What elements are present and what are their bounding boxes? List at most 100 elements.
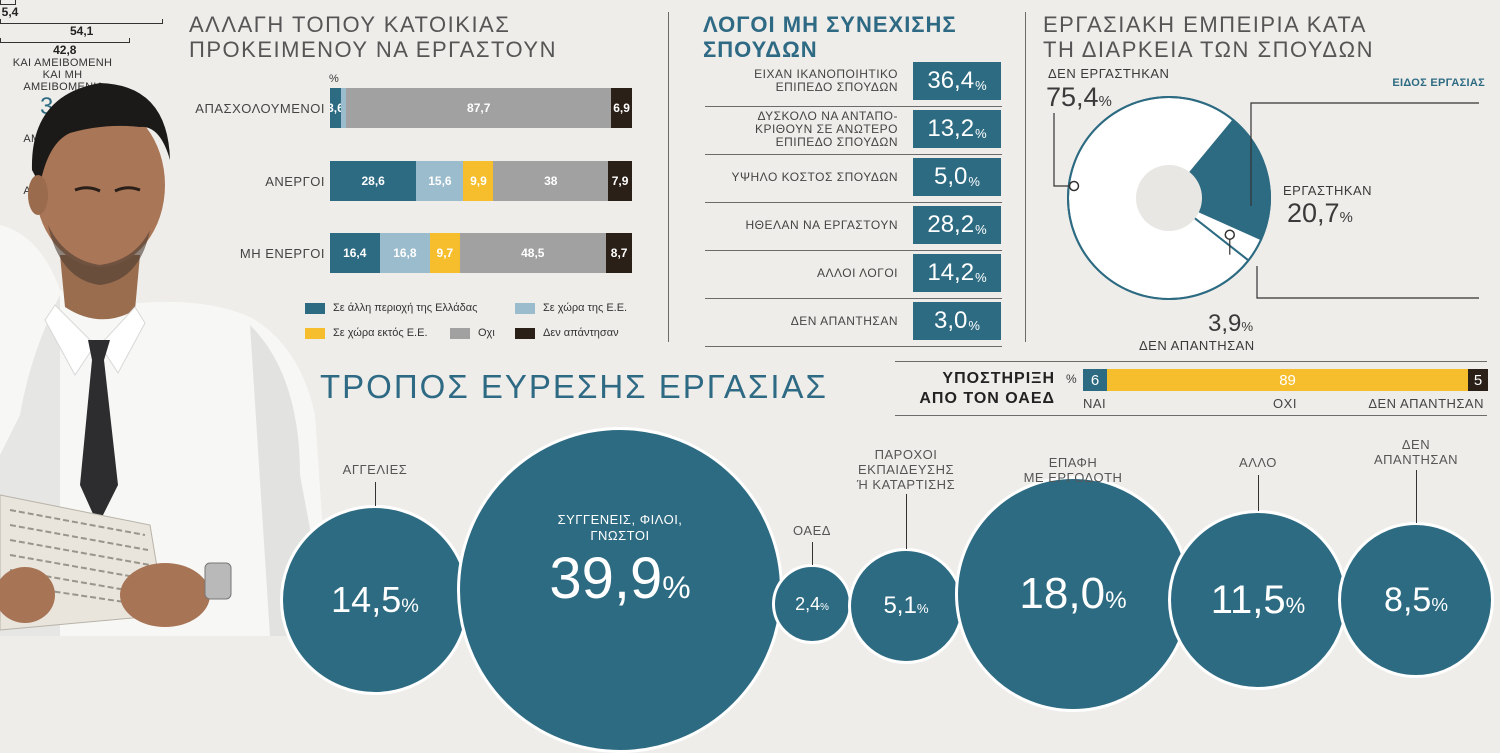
pct-sign: % (1431, 594, 1448, 615)
bubble-category-label: ΑΓΓΕΛΙΕΣ (342, 462, 408, 477)
reason-label: ΥΨΗΛΟ ΚΟΣΤΟΣ ΣΠΟΥΔΩΝ (731, 169, 898, 184)
pct-sign: % (975, 77, 987, 93)
relocation-title-line1: ΑΛΛΑΓΗ ΤΟΠΟΥ ΚΑΤΟΙΚΙΑΣ (189, 12, 511, 37)
job-search-bubble: ΣΥΓΓΕΝΕΙΣ, ΦΙΛΟΙ, ΓΝΩΣΤΟΙ 39,9% (457, 427, 783, 753)
support-segment-value: 6 (1090, 371, 1100, 389)
bubble-category-label: ΠΑΡΟΧΟΙ ΕΚΠΑΙΔΕΥΣΗΣ Ή ΚΑΤΑΡΤΙΣΗΣ (856, 447, 956, 492)
experience-title-line1: ΕΡΓΑΣΙΑΚΗ ΕΜΠΕΙΡΙΑ ΚΑΤΑ (1043, 12, 1367, 37)
reason-rule (705, 346, 1002, 347)
bubble-category-label: ΟΑΕΔ (793, 523, 831, 538)
reason-value-box: 36,4% (913, 62, 1001, 100)
reason-value: 3,0 (934, 307, 968, 334)
job-search-bubble: 18,0% (955, 476, 1191, 712)
bar-segment-value: 38 (544, 174, 558, 188)
job-search-bubble: 2,4% (772, 564, 852, 644)
bar-segment (340, 88, 347, 128)
support-title: ΥΠΟΣΤΗΡΙΞΗ ΑΠΟ ΤΟΝ ΟΑΕΔ (898, 369, 1055, 409)
pct-sign: % (1105, 587, 1127, 614)
pie-label-not-worked: ΔΕΝ ΕΡΓΑΣΤΗΚΑΝ (1048, 66, 1170, 81)
bar-segment: 28,6 (330, 161, 417, 201)
pct-sign: % (1285, 593, 1306, 618)
support-segment-value: 5 (1473, 371, 1483, 389)
reason-label: ΔΥΣΚΟΛΟ ΝΑ ΑΝΤΑΠΟ- ΚΡΙΘΟΥΝ ΣΕ ΑΝΩΤΕΡΟ ΕΠ… (754, 108, 898, 149)
legend-swatch (305, 302, 325, 314)
pie-value-worked: 20,7% (1287, 198, 1353, 229)
job-search-title: ΤΡΟΠΟΣ ΕΥΡΕΣΗΣ ΕΡΓΑΣΙΑΣ (320, 368, 828, 405)
legend-item-other-region: Σε άλλη περιοχή της Ελλάδας (305, 302, 477, 314)
pct-sign: % (975, 221, 987, 237)
work-type-title: ΕΙΔΟΣ ΕΡΓΑΣΙΑΣ (1392, 77, 1485, 89)
pie-value-not-worked: 75,4% (1046, 82, 1112, 113)
bar-segment-value: 3,6 (330, 101, 341, 115)
bar-segment-value: 6,9 (613, 101, 630, 115)
legend-swatch (515, 302, 535, 314)
bubble-value: 5,1% (883, 594, 928, 618)
bar-segment-value: 16,8 (393, 246, 417, 260)
reason-value-box: 28,2% (913, 206, 1001, 244)
bar-category-label: ΜΗ ΕΝΕΡΓΟΙ (239, 246, 325, 261)
pie-label-worked: ΕΡΓΑΣΤΗΚΑΝ (1283, 183, 1373, 198)
reason-label: ΑΛΛΟΙ ΛΟΓΟΙ (817, 265, 898, 280)
support-label-no-answer: ΔΕΝ ΑΠΑΝΤΗΣΑΝ (1368, 396, 1484, 411)
pie-leader-not-worked (1053, 113, 1074, 187)
bubble-value-number: 18,0 (1019, 569, 1106, 618)
bar-segment: 7,9 (608, 161, 632, 201)
reason-rule (705, 154, 1002, 155)
support-segment: 89 (1107, 369, 1469, 391)
bubble-value: 18,0% (1019, 572, 1126, 616)
pie-center-hole (1136, 165, 1202, 231)
pie-value-not-worked-number: 75,4 (1046, 82, 1099, 112)
bubble-value: 8,5% (1384, 583, 1448, 617)
legend-item-no-answer: Δεν απάντησαν (515, 327, 619, 339)
bubble-leader-line (1258, 475, 1259, 511)
relocation-title: ΑΛΛΑΓΗ ΤΟΠΟΥ ΚΑΤΟΙΚΙΑΣ ΠΡΟΚΕΙΜΕΝΟΥ ΝΑ ΕΡ… (189, 12, 557, 62)
reason-label: ΕΙΧΑΝ ΙΚΑΝΟΠΟΙΗΤΙΚΟ ΕΠΙΠΕΔΟ ΣΠΟΥΔΩΝ (754, 67, 898, 94)
bubble-value-number: 11,5 (1210, 578, 1286, 622)
pct-sign: % (1098, 94, 1112, 110)
bubble-value-number: 39,9 (549, 546, 663, 611)
relocation-bar-chart: ΑΠΑΣΧΟΛΟΥΜΕΝΟΙ 3,6 87,7 6,9 5,4 ΑΝΕΡΓΟΙ 28,6 15… (0, 0, 1500, 273)
job-search-bubble: 8,5% (1338, 522, 1494, 678)
reasons-title-line1: ΛΟΓΟΙ ΜΗ ΣΥΝΕΧΙΣΗΣ (703, 12, 957, 37)
bar-segment: 9,9 (463, 161, 494, 201)
bar-segment-value: 28,6 (361, 174, 385, 188)
legend-item-non-eu: Σε χώρα εκτός Ε.Ε. (305, 327, 428, 339)
pct-sign: % (662, 569, 691, 605)
job-search-bubble: 14,5% (280, 505, 470, 695)
bar-segment-value: 15,6 (428, 174, 452, 188)
reason-value: 14,2 (927, 259, 975, 286)
reason-value: 28,2 (927, 211, 975, 238)
pie-value-worked-number: 20,7 (1287, 198, 1340, 228)
reasons-title-line2: ΣΠΟΥΔΩΝ (703, 37, 818, 62)
experience-title: ΕΡΓΑΣΙΑΚΗ ΕΜΠΕΙΡΙΑ ΚΑΤΑ ΤΗ ΔΙΑΡΚΕΙΑ ΤΩΝ … (1043, 12, 1374, 62)
bubble-value-number: 8,5 (1384, 581, 1432, 619)
bar-segment: 38 (493, 161, 609, 201)
pie-value-no-answer: 3,9% (1208, 310, 1253, 338)
bubble-inner-label: ΣΥΓΓΕΝΕΙΣ, ΦΙΛΟΙ, ΓΝΩΣΤΟΙ (557, 512, 683, 543)
reason-value: 5,0 (934, 163, 968, 190)
bar-segment: 87,7 (346, 88, 612, 128)
bubble-leader-line (1416, 470, 1417, 523)
bar-segment-value: 8,7 (610, 246, 628, 260)
bar-bracket (0, 19, 164, 24)
bar-segment-value: 9,7 (436, 246, 454, 260)
bar-segment: 8,7 (606, 233, 633, 273)
job-search-bubble: 5,1% (848, 548, 964, 664)
bar-segment: 48,5 (459, 233, 607, 273)
legend-item-no: Οχι (450, 327, 495, 339)
pct-sign: % (975, 269, 987, 285)
bar-segment-value: 87,7 (467, 101, 491, 115)
bar-segment-value: 16,4 (343, 246, 367, 260)
bar-bracket-value: 5,4 (1, 5, 19, 19)
legend-swatch (305, 327, 325, 339)
job-search-bubble: 11,5% (1168, 510, 1348, 690)
pct-sign: % (1241, 319, 1254, 334)
pct-sign: % (401, 595, 419, 617)
support-segment-value: 89 (1279, 371, 1296, 389)
bar-segment: 16,4 (330, 233, 380, 273)
legend-swatch (515, 327, 535, 339)
bubble-category-label: ΔΕΝ ΑΠΑΝΤΗΣΑΝ (1373, 437, 1459, 467)
bar-bracket-value: 54,1 (70, 24, 94, 38)
bar-segment-value: 9,9 (470, 174, 487, 188)
bar-segment: 3,6 (330, 88, 341, 128)
